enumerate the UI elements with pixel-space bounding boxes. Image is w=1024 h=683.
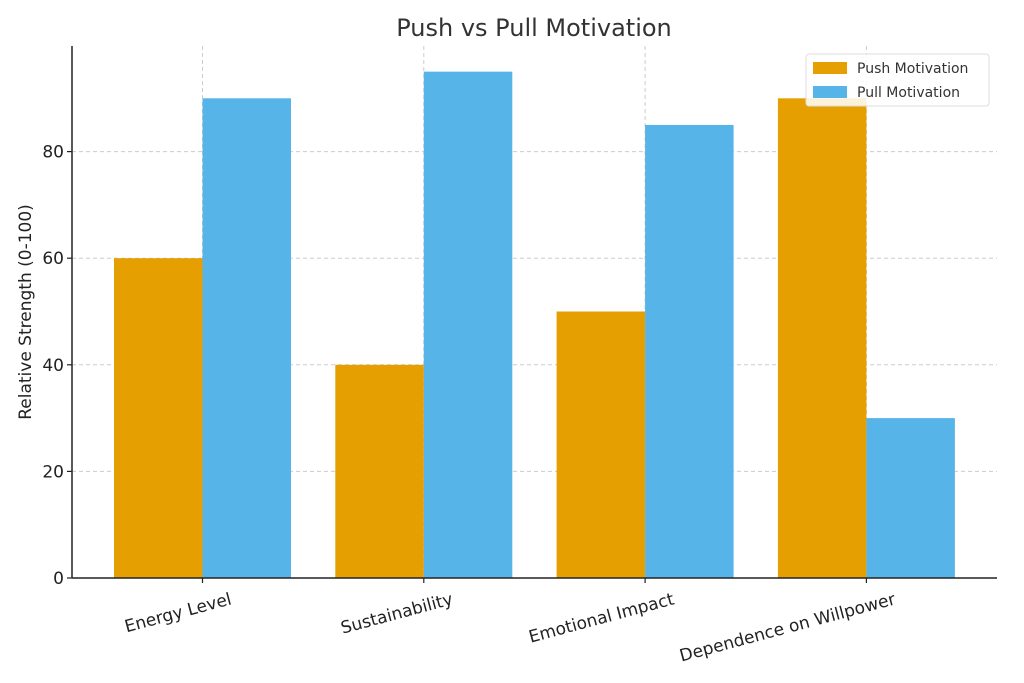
y-tick-label: 20 bbox=[42, 462, 64, 482]
bars bbox=[114, 71, 955, 579]
x-tick-label: Dependence on Willpower bbox=[678, 590, 898, 667]
x-tick-label: Sustainability bbox=[339, 590, 455, 639]
bar-push-motivation bbox=[114, 258, 203, 578]
bar-pull-motivation bbox=[423, 71, 513, 579]
legend-label: Push Motivation bbox=[857, 61, 968, 77]
axes bbox=[71, 46, 997, 579]
bar-pull-motivation bbox=[866, 418, 955, 578]
y-tick-label: 60 bbox=[42, 249, 64, 269]
y-tick-label: 80 bbox=[42, 143, 64, 163]
x-tick-label: Emotional Impact bbox=[527, 589, 677, 647]
bar-push-motivation bbox=[777, 98, 867, 579]
legend: Push Motivation Pull Motivation bbox=[805, 53, 990, 107]
x-tick-label: Energy Level bbox=[123, 590, 234, 638]
x-ticks: Energy Level Sustainability Emotional Impa… bbox=[123, 578, 898, 666]
y-tick-label: 0 bbox=[53, 569, 64, 589]
y-ticks: 0 20 40 60 80 bbox=[42, 143, 72, 589]
legend-swatch bbox=[813, 86, 847, 98]
bar-pull-motivation bbox=[202, 98, 291, 579]
bar-push-motivation bbox=[335, 364, 424, 578]
chart-title: Push vs Pull Motivation bbox=[396, 14, 672, 42]
y-axis-label: Relative Strength (0-100) bbox=[16, 204, 36, 420]
bar-push-motivation bbox=[556, 311, 646, 578]
legend-swatch bbox=[813, 62, 847, 74]
bar-pull-motivation bbox=[645, 124, 734, 578]
legend-box bbox=[805, 53, 990, 107]
y-tick-label: 40 bbox=[42, 356, 64, 376]
legend-label: Pull Motivation bbox=[857, 85, 960, 101]
